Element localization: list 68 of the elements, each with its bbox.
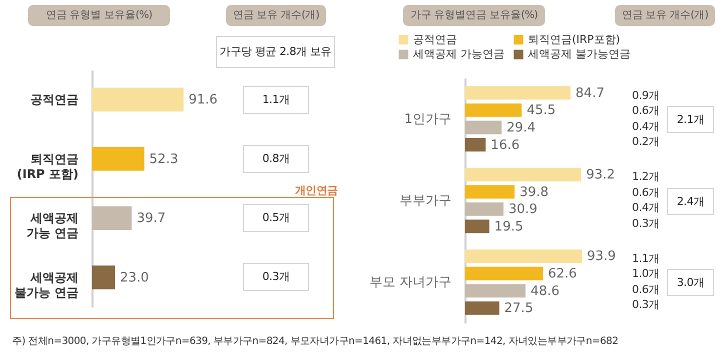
text: 0.6개: [632, 282, 660, 297]
legend-label: 세액공제 불가능연금: [528, 48, 630, 60]
legend-label: 퇴직연금(IRP포함): [528, 32, 620, 46]
data-label: 16.6: [490, 138, 520, 153]
data-label: 52.3: [149, 152, 178, 167]
text: 가구당 평균 2.8개 보유: [216, 36, 335, 68]
data-label: 39.7: [136, 211, 166, 226]
text: 연금 보유 개수(개): [615, 5, 715, 26]
text: 1.1개: [243, 86, 309, 114]
bar: [465, 185, 515, 199]
text: 1.1개: [632, 250, 660, 266]
data-label: 27.5: [504, 301, 534, 316]
chart-title: 연금 유형별 보유율(%): [28, 5, 170, 26]
data-label: 48.6: [530, 284, 560, 299]
text: 0.6개: [632, 103, 660, 118]
data-label: 93.9: [587, 249, 616, 264]
data-label: 19.5: [494, 219, 524, 234]
bar: [465, 103, 522, 117]
y-tick-label: 공적연금: [30, 92, 78, 107]
text: 연금 보유 개수(개): [226, 5, 326, 26]
text: 0.2개: [632, 134, 660, 150]
data-label: 23.0: [120, 270, 149, 286]
bar: [92, 206, 132, 230]
y-tick-label: 1인가구: [404, 112, 452, 127]
text: 2.4개: [667, 188, 714, 214]
text: 0.8개: [243, 144, 309, 173]
text: 3.0개: [667, 269, 714, 296]
text: 개인연금: [295, 183, 338, 198]
y-tick-label: 세액공제 가능 연금: [26, 211, 78, 240]
bar: [465, 138, 486, 152]
bar: [465, 220, 490, 234]
data-label: 91.6: [188, 92, 218, 108]
text: 2.1개: [667, 106, 714, 133]
text: 0.5개: [243, 204, 309, 232]
data-label: 29.4: [506, 120, 536, 136]
text: 0.6개: [632, 184, 660, 200]
bar: [92, 266, 115, 290]
y-tick-label: 세액공제 불가능 연금: [14, 270, 78, 300]
bar: [465, 284, 526, 298]
bar: [465, 301, 500, 315]
bar: [465, 266, 543, 280]
y-tick-label: 부부가구: [400, 194, 452, 208]
text: 1.2개: [632, 169, 660, 184]
text: 1.0개: [632, 266, 660, 282]
bar: [465, 250, 582, 263]
chart-title: 가구 유형별연금 보유율(%): [403, 5, 545, 26]
bar: [92, 88, 184, 112]
data-label: 45.5: [526, 103, 556, 118]
data-label: 93.2: [586, 168, 616, 183]
text: 주) 전체n=3000, 가구유형별1인가구n=639, 부부가구n=824, 부모자녀가구n=1461, 자녀없는부부가구n=142, 자녀있는부부가구n=682: [12, 335, 618, 348]
bar: [92, 147, 144, 171]
text: 0.3개: [632, 216, 660, 231]
data-label: 84.7: [576, 86, 604, 101]
legend-label: 세액공제 가능연금: [413, 48, 504, 60]
bar: [465, 120, 502, 134]
data-label: 62.6: [548, 266, 577, 282]
text: 0.3개: [632, 297, 660, 312]
text: 0.9개: [632, 88, 660, 103]
y-tick-label: 부모 자녀가구: [369, 275, 452, 290]
text: 0.4개: [632, 200, 660, 216]
bar: [465, 86, 571, 100]
y-tick-label: 퇴직연금 (IRP 포함): [16, 152, 78, 181]
text: 0.3개: [243, 263, 309, 292]
data-label: 39.8: [520, 184, 549, 200]
bar: [465, 202, 504, 216]
data-label: 30.9: [508, 202, 538, 218]
bar: [465, 168, 582, 182]
text: 0.4개: [632, 118, 660, 134]
